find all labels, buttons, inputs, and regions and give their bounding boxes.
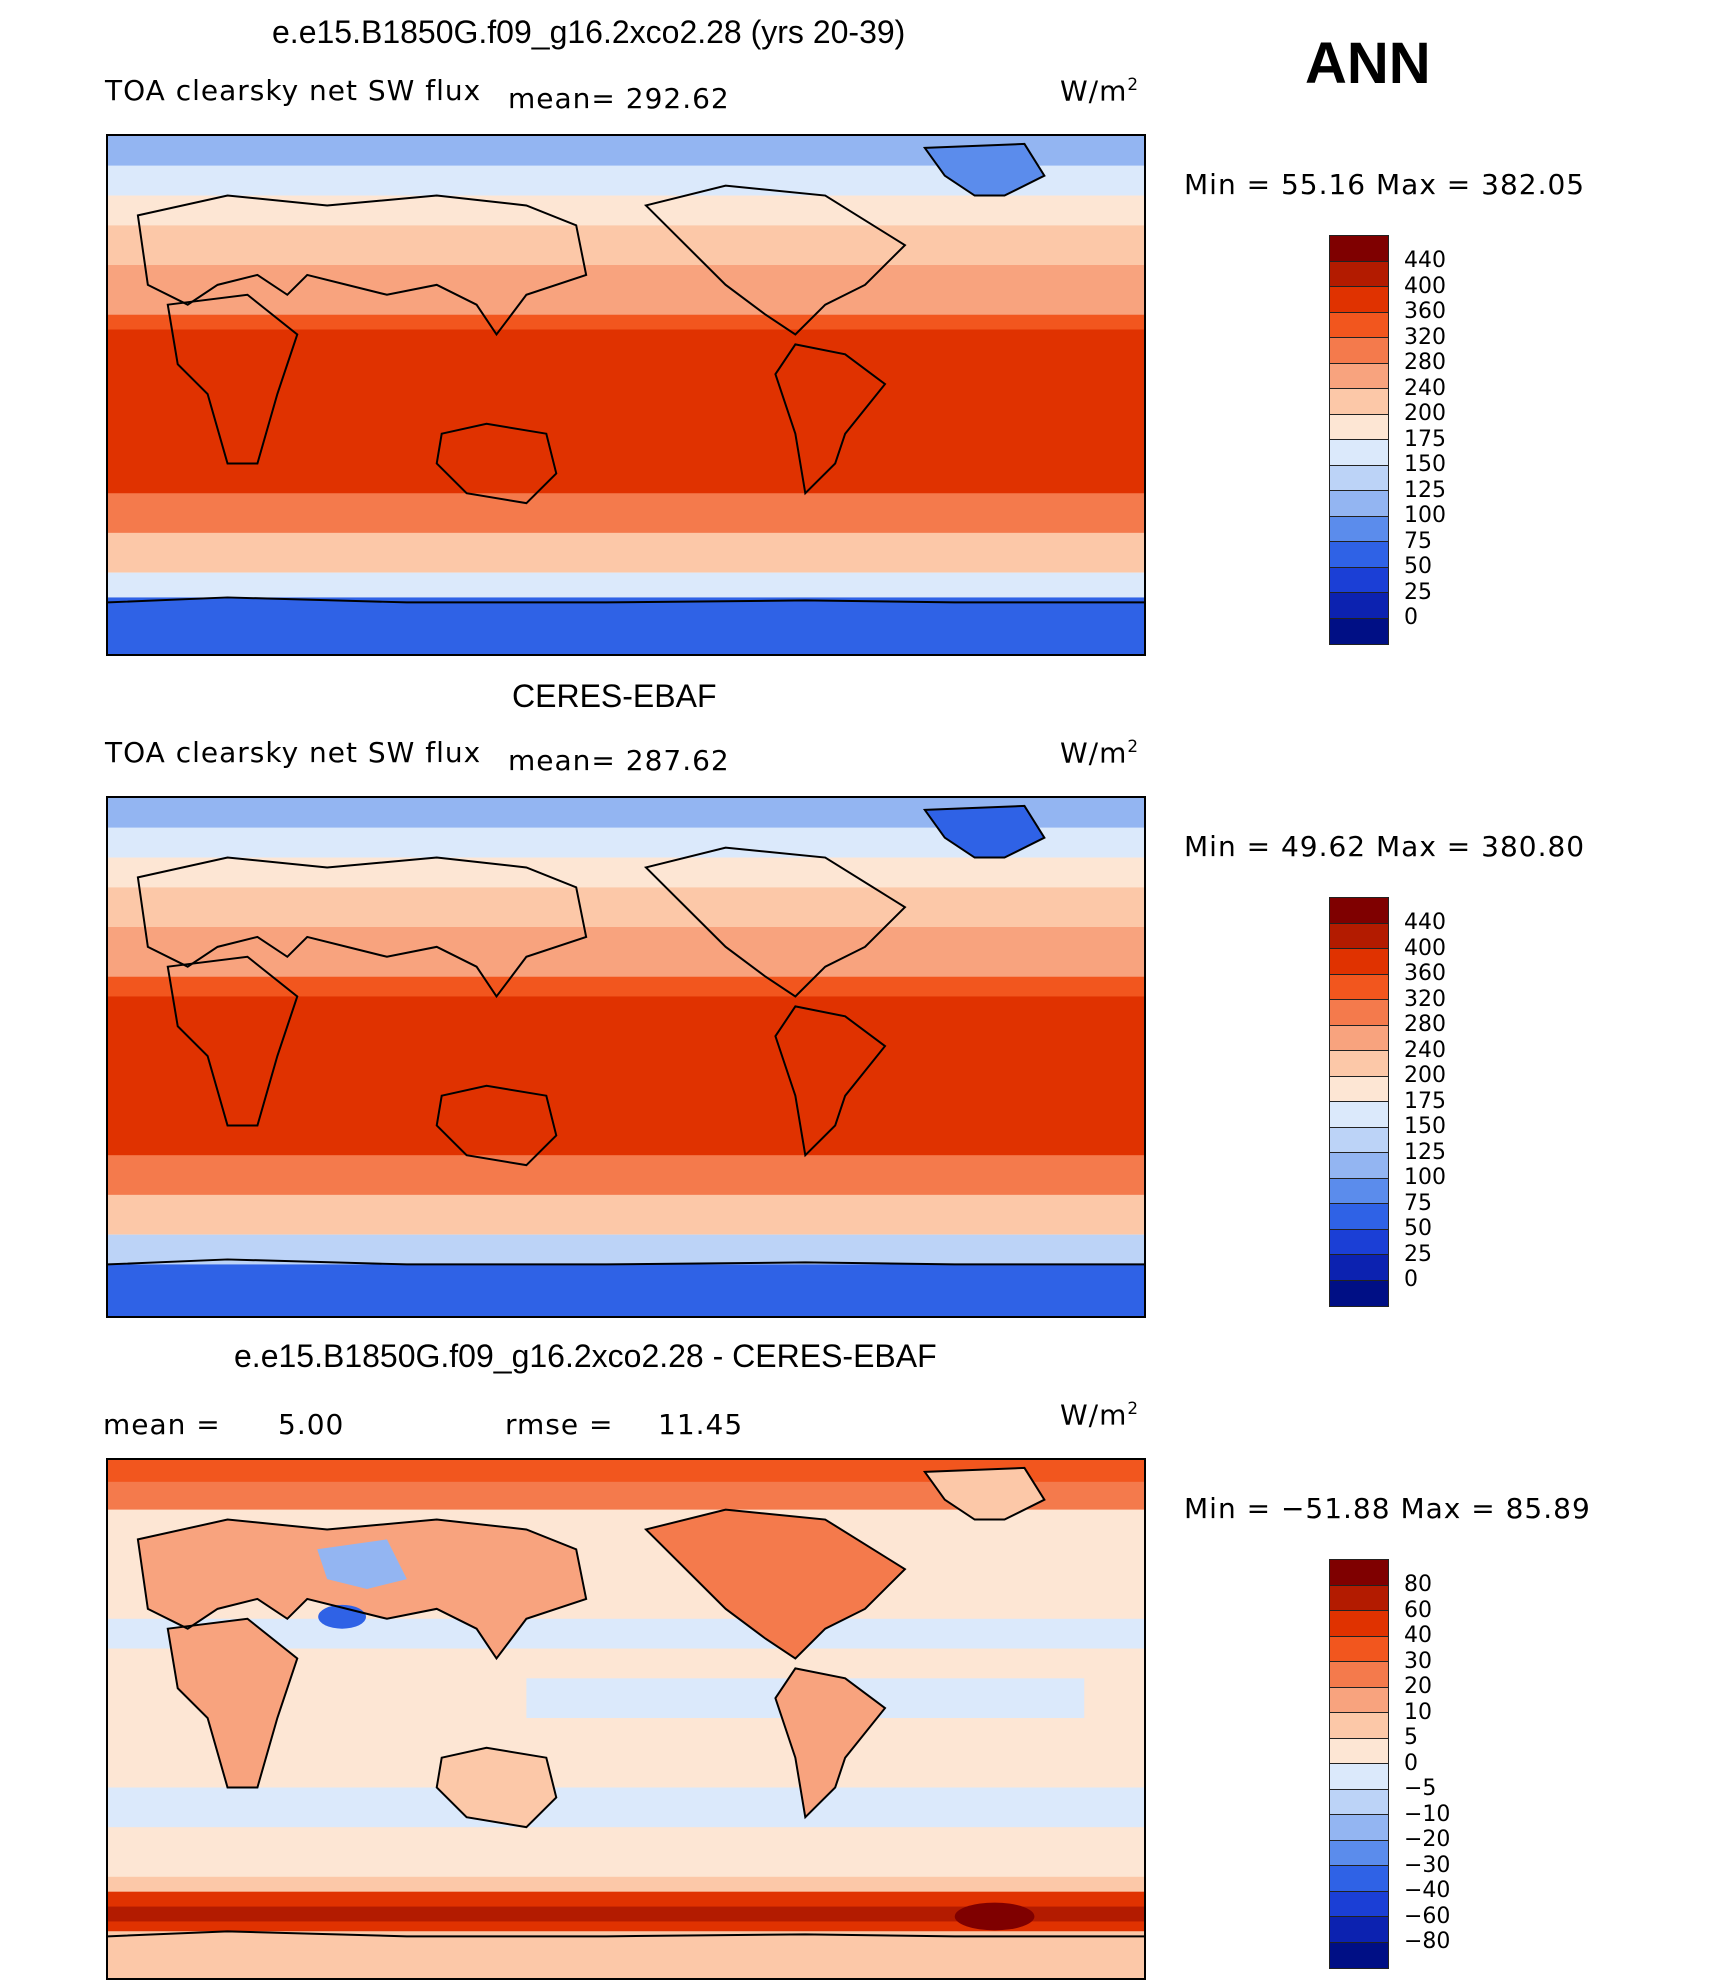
panel2-tick: 400 — [1404, 936, 1446, 961]
panel3-mean-label: mean = — [103, 1408, 221, 1441]
panel2-tick: 125 — [1404, 1140, 1446, 1165]
panel1-mean: mean= 292.62 — [508, 82, 730, 115]
panel3-mean-value: 5.00 — [278, 1408, 345, 1441]
panel2-tick: 175 — [1404, 1089, 1446, 1114]
panel1-tick: 320 — [1404, 325, 1446, 350]
panel3-tick: 80 — [1404, 1572, 1432, 1597]
panel3-tick: 20 — [1404, 1674, 1432, 1699]
panel2-tick: 25 — [1404, 1242, 1432, 1267]
panel2-tick: 200 — [1404, 1063, 1446, 1088]
panel2-title: CERES-EBAF — [512, 678, 717, 714]
panel3-tick: −60 — [1404, 1904, 1451, 1929]
panel1-subtitle: TOA clearsky net SW flux — [105, 74, 482, 107]
panel3-colorbar — [1329, 1559, 1389, 1969]
panel1-units: W/m2 — [1060, 74, 1140, 108]
season-label: ANN — [1305, 31, 1431, 96]
panel3-rmse-value: 11.45 — [658, 1408, 744, 1441]
panel3-tick: 10 — [1404, 1700, 1432, 1725]
panel1-minmax: Min = 55.16 Max = 382.05 — [1184, 168, 1586, 201]
panel2-tick: 0 — [1404, 1267, 1418, 1292]
panel1-tick: 125 — [1404, 478, 1446, 503]
panel2-map — [106, 796, 1146, 1318]
panel1-tick: 440 — [1404, 248, 1446, 273]
panel2-tick: 280 — [1404, 1012, 1446, 1037]
panel1-tick: 150 — [1404, 452, 1446, 477]
panel3-tick: −40 — [1404, 1878, 1451, 1903]
panel3-tick: −20 — [1404, 1827, 1451, 1852]
panel1-tick: 360 — [1404, 299, 1446, 324]
panel1-tick: 175 — [1404, 427, 1446, 452]
panel3-units: W/m2 — [1060, 1398, 1140, 1432]
panel3-tick: 40 — [1404, 1623, 1432, 1648]
panel3-tick: 0 — [1404, 1751, 1418, 1776]
panel3-tick: −30 — [1404, 1853, 1451, 1878]
panel3-title: e.e15.B1850G.f09_g16.2xco2.28 - CERES-EB… — [234, 1338, 937, 1374]
panel3-tick: −5 — [1404, 1776, 1437, 1801]
panel2-units: W/m2 — [1060, 736, 1140, 770]
panel3-tick: 30 — [1404, 1649, 1432, 1674]
panel3-tick: −80 — [1404, 1929, 1451, 1954]
panel2-tick: 360 — [1404, 961, 1446, 986]
panel2-tick: 150 — [1404, 1114, 1446, 1139]
panel1-colorbar — [1329, 235, 1389, 645]
panel3-tick: −10 — [1404, 1802, 1451, 1827]
panel3-tick: 5 — [1404, 1725, 1418, 1750]
panel2-tick: 440 — [1404, 910, 1446, 935]
panel1-tick: 25 — [1404, 580, 1432, 605]
panel3-tick: 60 — [1404, 1598, 1432, 1623]
panel1-tick: 280 — [1404, 350, 1446, 375]
panel1-map — [106, 134, 1146, 656]
panel1-tick: 200 — [1404, 401, 1446, 426]
panel2-tick: 75 — [1404, 1191, 1432, 1216]
panel1-tick: 50 — [1404, 554, 1432, 579]
panel3-map — [106, 1458, 1146, 1980]
panel1-title: e.e15.B1850G.f09_g16.2xco2.28 (yrs 20-39… — [272, 14, 906, 50]
panel1-tick: 100 — [1404, 503, 1446, 528]
panel1-tick: 240 — [1404, 376, 1446, 401]
panel2-tick: 50 — [1404, 1216, 1432, 1241]
panel1-tick: 0 — [1404, 605, 1418, 630]
panel1-tick: 400 — [1404, 274, 1446, 299]
panel2-colorbar — [1329, 897, 1389, 1307]
panel3-rmse-label: rmse = — [505, 1408, 614, 1441]
panel2-minmax: Min = 49.62 Max = 380.80 — [1184, 830, 1586, 863]
panel2-tick: 320 — [1404, 987, 1446, 1012]
panel3-minmax: Min = −51.88 Max = 85.89 — [1184, 1492, 1591, 1525]
panel2-tick: 240 — [1404, 1038, 1446, 1063]
panel2-mean: mean= 287.62 — [508, 744, 730, 777]
panel1-tick: 75 — [1404, 529, 1432, 554]
panel2-tick: 100 — [1404, 1165, 1446, 1190]
panel2-subtitle: TOA clearsky net SW flux — [105, 736, 482, 769]
